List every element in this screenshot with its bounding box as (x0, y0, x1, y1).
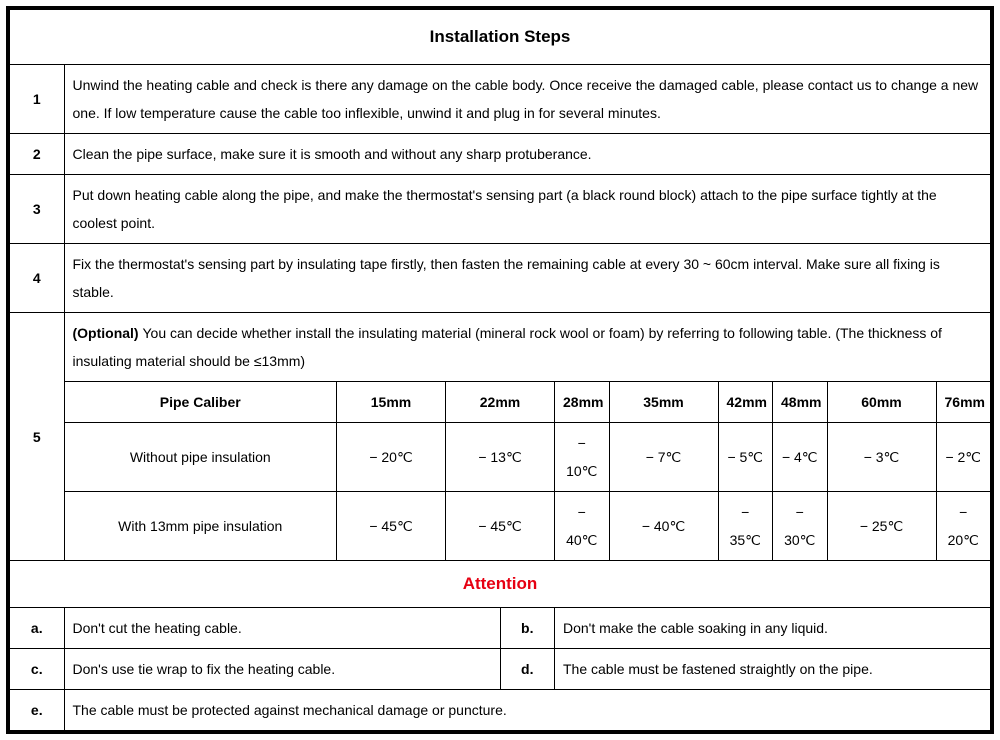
attention-title: Attention (10, 561, 991, 608)
header-title: Installation Steps (10, 10, 991, 65)
caliber-r0-c3: − 7℃ (609, 423, 718, 492)
att-c-t: Don's use tie wrap to fix the heating ca… (64, 649, 500, 690)
caliber-head-0: Pipe Caliber (64, 382, 337, 423)
step-num-5: 5 (10, 313, 65, 561)
att-a-l: a. (10, 608, 65, 649)
caliber-r1-c5: − 30℃ (773, 492, 828, 561)
step-text-3: Put down heating cable along the pipe, a… (64, 175, 991, 244)
step-num-1: 1 (10, 65, 65, 134)
caliber-head-4: 35mm (609, 382, 718, 423)
caliber-r1-c2: − 40℃ (555, 492, 610, 561)
caliber-r1-c0: − 45℃ (337, 492, 446, 561)
step5-optional: (Optional) (73, 325, 143, 341)
caliber-head-6: 48mm (773, 382, 828, 423)
step-num-4: 4 (10, 244, 65, 313)
caliber-r0-c4: − 5℃ (718, 423, 773, 492)
caliber-row-0: Without pipe insulation − 20℃ − 13℃ − 10… (10, 423, 991, 492)
att-c-l: c. (10, 649, 65, 690)
caliber-head: Pipe Caliber 15mm 22mm 28mm 35mm 42mm 48… (10, 382, 991, 423)
att-d-t: The cable must be fastened straightly on… (555, 649, 991, 690)
caliber-r0-c2: − 10℃ (555, 423, 610, 492)
att-e-l: e. (10, 690, 65, 731)
step-num-2: 2 (10, 134, 65, 175)
att-b-t: Don't make the cable soaking in any liqu… (555, 608, 991, 649)
caliber-head-2: 22mm (446, 382, 555, 423)
caliber-head-8: 76mm (936, 382, 991, 423)
caliber-r0-c0: − 20℃ (337, 423, 446, 492)
caliber-r0-c6: − 3℃ (827, 423, 936, 492)
caliber-row1-label: With 13mm pipe insulation (64, 492, 337, 561)
step-num-3: 3 (10, 175, 65, 244)
step-text-1: Unwind the heating cable and check is th… (64, 65, 991, 134)
caliber-r1-c4: − 35℃ (718, 492, 773, 561)
att-e-t: The cable must be protected against mech… (64, 690, 991, 731)
caliber-r0-c1: − 13℃ (446, 423, 555, 492)
caliber-head-1: 15mm (337, 382, 446, 423)
caliber-r1-c1: − 45℃ (446, 492, 555, 561)
caliber-r0-c7: − 2℃ (936, 423, 991, 492)
caliber-head-3: 28mm (555, 382, 610, 423)
caliber-r1-c3: − 40℃ (609, 492, 718, 561)
document-wrap: Installation Steps 1 Unwind the heating … (6, 6, 994, 734)
step-text-4: Fix the thermostat's sensing part by ins… (64, 244, 991, 313)
caliber-row-1: With 13mm pipe insulation − 45℃ − 45℃ − … (10, 492, 991, 561)
main-table: Installation Steps 1 Unwind the heating … (9, 9, 991, 731)
caliber-r0-c5: − 4℃ (773, 423, 828, 492)
caliber-row0-label: Without pipe insulation (64, 423, 337, 492)
att-b-l: b. (500, 608, 555, 649)
att-a-t: Don't cut the heating cable. (64, 608, 500, 649)
step-text-2: Clean the pipe surface, make sure it is … (64, 134, 991, 175)
caliber-head-7: 60mm (827, 382, 936, 423)
step-text-5: (Optional) You can decide whether instal… (64, 313, 991, 382)
step5-body: You can decide whether install the insul… (73, 325, 942, 369)
caliber-r1-c6: − 25℃ (827, 492, 936, 561)
caliber-r1-c7: − 20℃ (936, 492, 991, 561)
caliber-head-5: 42mm (718, 382, 773, 423)
att-d-l: d. (500, 649, 555, 690)
